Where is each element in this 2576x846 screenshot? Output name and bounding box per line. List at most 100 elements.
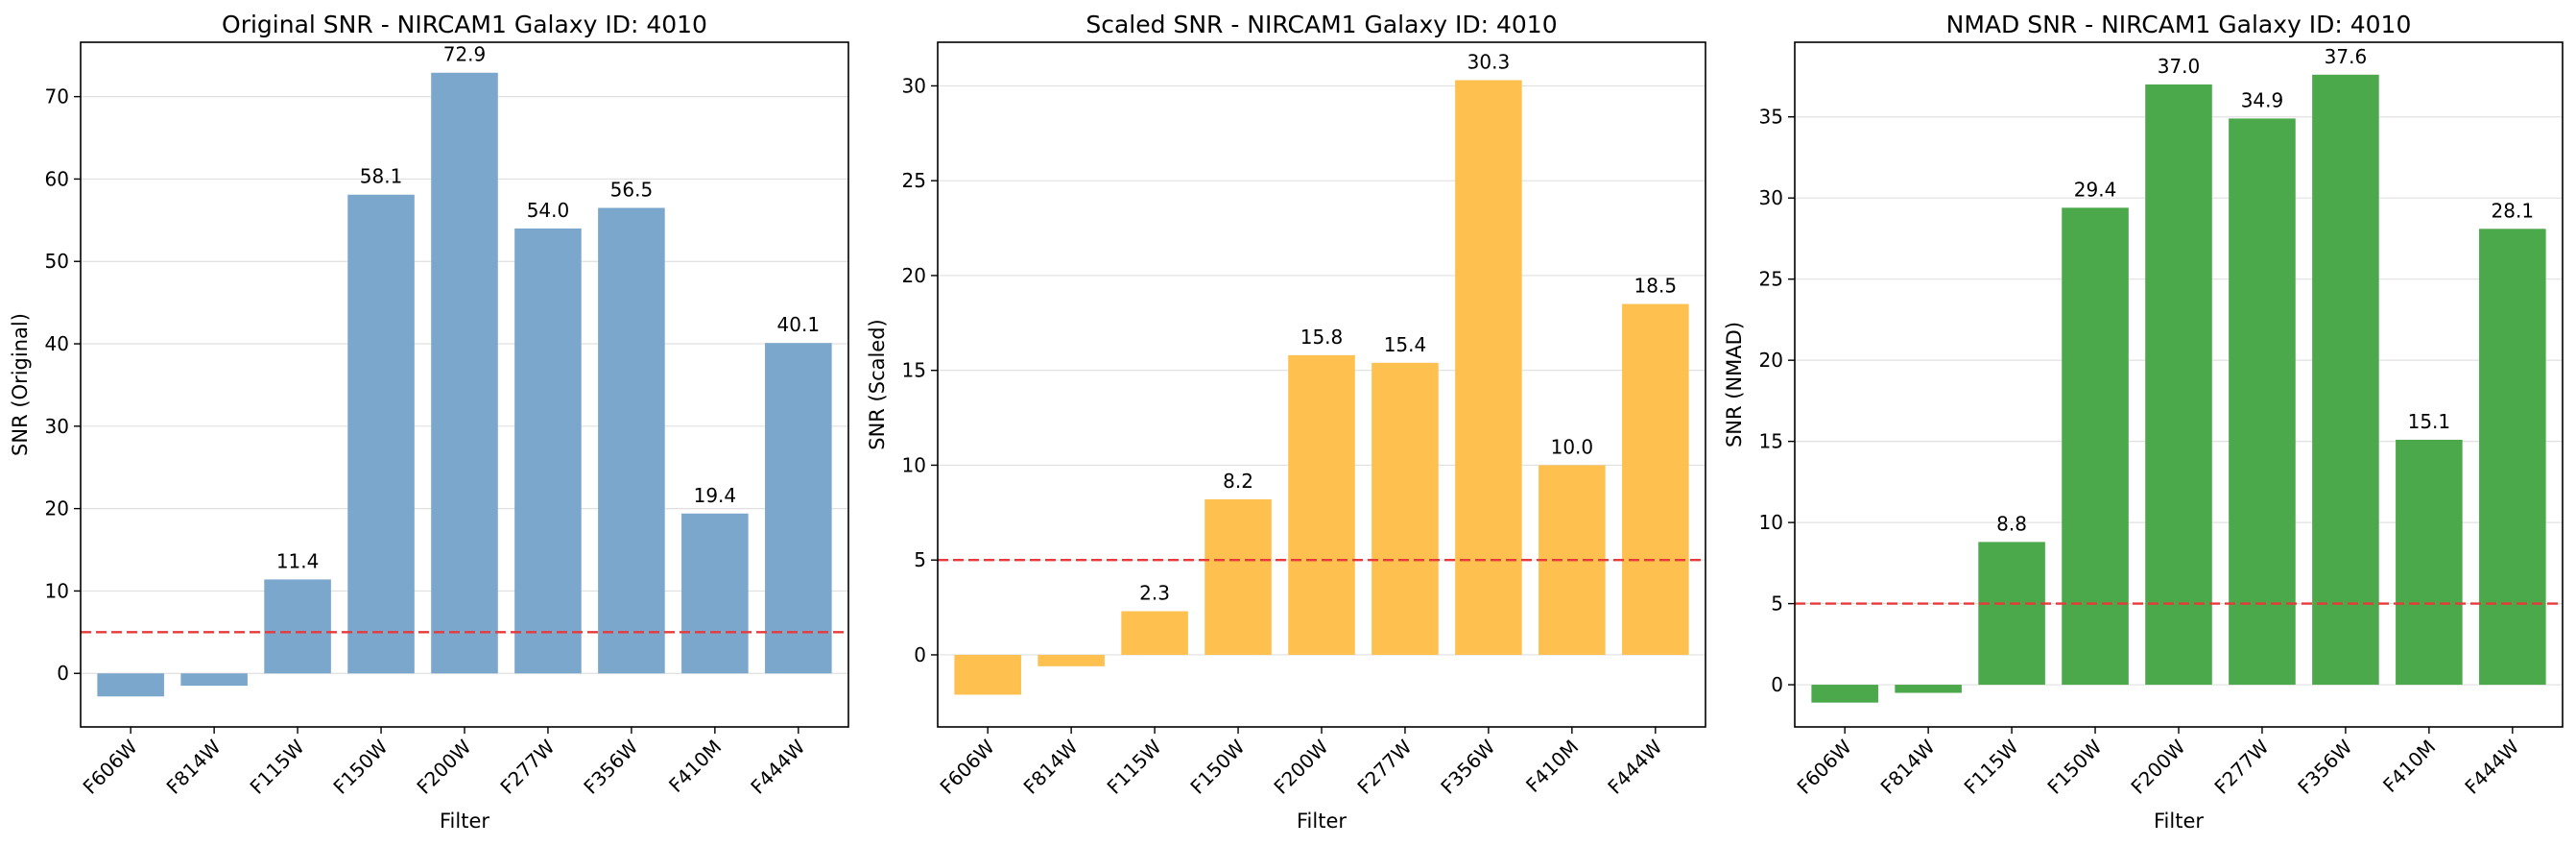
x-tick-label-f200w: F200W <box>1269 735 1332 798</box>
x-tick-label-f814w: F814W <box>1876 735 1940 798</box>
y-tick-label: 10 <box>1759 511 1783 534</box>
data-label: 29.4 <box>2074 178 2117 201</box>
bar-f444w <box>1622 303 1689 655</box>
y-tick-label: 5 <box>1771 592 1783 616</box>
data-label: 18.5 <box>1634 275 1678 298</box>
bar-f150w <box>2062 207 2129 686</box>
data-label: 37.0 <box>2158 55 2201 78</box>
x-tick-label-f444w: F444W <box>746 735 809 798</box>
bar-f200w <box>2145 84 2212 686</box>
bar-f814w <box>180 673 248 687</box>
data-label: 2.3 <box>1139 582 1170 605</box>
y-tick-label: 20 <box>1759 349 1783 372</box>
chart-panel-3: 8.8 29.4 37.0 34.9 37.6 15.1 28.1 0 5 10 15 20 25 30 3… <box>1723 11 2564 833</box>
bar-f356w <box>2312 74 2379 686</box>
y-tick-label: 0 <box>914 643 926 666</box>
x-tick-label-f410m: F410M <box>1521 736 1583 797</box>
data-label: 72.9 <box>443 43 487 66</box>
y-tick-label: 15 <box>902 359 926 382</box>
x-tick-label-f200w: F200W <box>2126 735 2189 798</box>
y-tick-label: 15 <box>1759 430 1783 453</box>
data-label: 10.0 <box>1551 435 1594 458</box>
y-tick-label: 0 <box>57 662 69 685</box>
y-tick-label: 0 <box>1771 673 1783 696</box>
bar-f150w <box>347 194 415 674</box>
bar-f150w <box>1205 498 1272 655</box>
data-label: 30.3 <box>1467 51 1511 74</box>
data-label: 19.4 <box>694 484 737 507</box>
bar-f277w <box>514 228 582 674</box>
x-tick-label-f606w: F606W <box>79 735 142 798</box>
y-tick-label: 25 <box>1759 268 1783 291</box>
y-tick-label: 40 <box>45 332 69 355</box>
y-tick-label: 20 <box>902 264 926 287</box>
x-tick-label-f606w: F606W <box>1793 735 1856 798</box>
bar-f606w <box>97 673 164 697</box>
bar-f606w <box>1811 685 1878 703</box>
y-tick-label: 30 <box>45 415 69 438</box>
chart-title: Original SNR - NIRCAM1 Galaxy ID: 4010 <box>222 11 707 38</box>
data-label: 11.4 <box>276 549 320 572</box>
x-tick-label-f814w: F814W <box>1019 735 1083 798</box>
x-tick-label-f115w: F115W <box>1960 735 2023 798</box>
data-label: 54.0 <box>527 199 570 222</box>
data-label: 34.9 <box>2241 88 2284 111</box>
chart-title: NMAD SNR - NIRCAM1 Galaxy ID: 4010 <box>1946 11 2412 38</box>
x-tick-label-f606w: F606W <box>936 735 999 798</box>
bar-f444w <box>2479 229 2546 686</box>
data-label: 28.1 <box>2492 199 2535 222</box>
data-label: 15.4 <box>1384 333 1427 356</box>
bar-f356w <box>1455 80 1522 655</box>
x-tick-label-f356w: F356W <box>1436 735 1499 798</box>
y-tick-label: 30 <box>1759 186 1783 209</box>
x-tick-label-f150w: F150W <box>2042 735 2106 798</box>
data-label: 15.1 <box>2408 410 2451 433</box>
x-tick-label-f150w: F150W <box>328 735 392 798</box>
y-axis-label: SNR (Original) <box>9 313 32 456</box>
x-axis-label: Filter <box>2154 810 2204 833</box>
data-label: 15.8 <box>1300 326 1344 349</box>
x-tick-label-f277w: F277W <box>1352 735 1416 798</box>
bar-f410m <box>681 513 749 674</box>
bar-f444w <box>765 343 832 674</box>
chart-title: Scaled SNR - NIRCAM1 Galaxy ID: 4010 <box>1085 11 1557 38</box>
y-tick-label: 25 <box>902 169 926 192</box>
y-tick-label: 30 <box>902 74 926 97</box>
x-tick-label-f410m: F410M <box>2378 736 2440 797</box>
bar-f115w <box>264 579 331 674</box>
bar-f356w <box>598 207 665 674</box>
x-tick-label-f115w: F115W <box>246 735 309 798</box>
x-tick-label-f356w: F356W <box>579 735 642 798</box>
x-tick-label-f277w: F277W <box>2209 735 2273 798</box>
x-tick-label-f115w: F115W <box>1103 735 1166 798</box>
bar-f814w <box>1038 654 1105 666</box>
chart-panel-2: 2.3 8.2 15.8 15.4 30.3 10.0 18.5 0 5 10 15 20 25 30 F6… <box>866 11 1706 833</box>
x-tick-label-f277w: F277W <box>495 735 559 798</box>
y-tick-label: 5 <box>914 548 926 571</box>
data-label: 8.2 <box>1223 470 1253 493</box>
x-axis-label: Filter <box>1297 810 1347 833</box>
data-label: 58.1 <box>360 165 403 188</box>
y-axis-label: SNR (NMAD) <box>1723 322 1746 447</box>
x-axis-label: Filter <box>440 810 489 833</box>
x-tick-label-f444w: F444W <box>1603 735 1666 798</box>
bar-f410m <box>2396 439 2463 686</box>
x-tick-label-f200w: F200W <box>412 735 475 798</box>
y-tick-label: 20 <box>45 497 69 520</box>
bar-f200w <box>431 72 498 674</box>
y-tick-label: 10 <box>45 579 69 602</box>
bar-f277w <box>2229 118 2296 686</box>
bar-f200w <box>1288 354 1355 655</box>
y-axis-label: SNR (Scaled) <box>866 319 889 450</box>
bar-f277w <box>1371 362 1439 655</box>
bar-f606w <box>954 654 1021 695</box>
x-tick-label-f356w: F356W <box>2293 735 2356 798</box>
data-label: 40.1 <box>777 313 821 336</box>
chart-panel-1: 11.4 58.1 72.9 54.0 56.5 19.4 40.1 0 10 20 30 40 50 6… <box>9 11 849 833</box>
x-tick-label-f410m: F410M <box>664 736 726 797</box>
x-tick-label-f444w: F444W <box>2460 735 2523 798</box>
data-label: 56.5 <box>610 178 654 201</box>
data-label: 8.8 <box>1996 512 2027 535</box>
y-tick-label: 35 <box>1759 106 1783 129</box>
